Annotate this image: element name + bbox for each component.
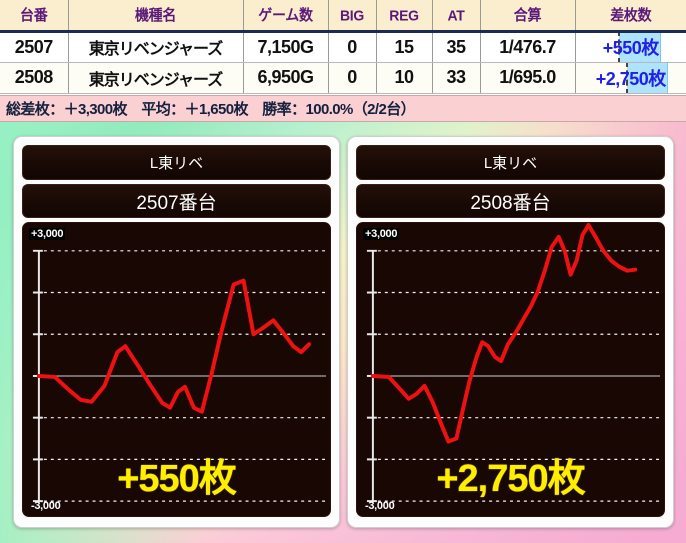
cell-gosan: 1/695.0 [479,62,576,94]
axis-label-bottom: -3,000 [365,500,395,512]
sa-value-group: +2,750枚 [595,62,668,92]
cell-big: 0 [327,62,377,94]
graph-plot-area: +3,000 -3,000 [356,222,665,517]
graph-machine-number-label: 2507番台 [136,192,217,214]
col-header-dai: 台番 [0,0,69,33]
graph-machine-number-label: 2508番台 [470,192,551,214]
col-header-kishu-label: 機種名 [134,6,177,24]
table-row[interactable]: 2507 東京リベンジャーズ 7,150G 0 15 35 1/476.7 +5… [0,31,686,63]
axis-label-top: +3,000 [29,228,66,240]
graph-svg-2507 [32,249,327,503]
cell-dai: 2508 [0,62,69,94]
graph-total-value: +550枚 [117,458,237,500]
sa-value-text: +2,750枚 [595,68,667,89]
col-header-at: AT [431,0,481,33]
cell-sa: +550枚 [574,31,686,63]
col-header-big-label: BIG [340,6,364,24]
machine-data-table: 台番 機種名 ゲーム数 BIG REG AT 合算 差枚数 2507 東京リベン… [0,0,686,94]
cell-at: 35 [431,31,481,63]
cell-gosan: 1/476.7 [479,31,576,63]
graph-card-2508[interactable]: L東リベ 2508番台 +3,000 -3,000 [347,136,674,528]
cell-dai: 2507 [0,31,69,63]
graph-machine-title: L東リベ [356,145,665,180]
axis-label-top: +3,000 [363,228,400,240]
selection-highlight [617,31,661,61]
sa-value-text: +550枚 [602,38,660,58]
sa-value-group: +550枚 [602,31,661,61]
col-header-sa-label: 差枚数 [610,6,652,24]
col-header-kishu: 機種名 [67,0,244,33]
graph-machine-title-label: L東リベ [149,155,204,172]
machine-data-table-wrap: 台番 機種名 ゲーム数 BIG REG AT 合算 差枚数 2507 東京リベン… [0,0,686,122]
col-header-big: BIG [327,0,377,33]
cell-games: 7,150G [242,31,329,63]
col-header-reg-label: REG [389,6,419,24]
cell-reg: 10 [375,62,433,94]
summary-bar: 総差枚：＋3,300枚 平均：＋1,650枚 勝率：100.0%（2/2台） [0,95,686,122]
graph-machine-title: L東リベ [22,145,331,180]
col-header-dai-label: 台番 [20,6,48,24]
data-line-2507 [36,278,312,414]
y-axis-ticks [32,249,43,503]
graph-machine-number: 2508番台 [356,184,665,218]
graph-total-value: +2,750枚 [436,458,585,500]
col-header-games-label: ゲーム数 [258,6,313,24]
col-header-at-label: AT [447,6,465,24]
graph-machine-title-label: L東リベ [483,155,538,172]
cell-big: 0 [327,31,377,63]
cell-reg: 15 [375,31,433,63]
cell-at: 33 [431,62,481,94]
axis-label-bottom: -3,000 [31,500,61,512]
cell-kishu: 東京リベンジャーズ [67,31,244,63]
col-header-gosan-label: 合算 [513,6,542,24]
table-header-row: 台番 機種名 ゲーム数 BIG REG AT 合算 差枚数 [0,0,686,33]
col-header-games: ゲーム数 [242,0,329,33]
cell-sa: +2,750枚 [574,62,686,94]
graph-svg-2508 [366,223,661,503]
data-line-2508 [370,223,638,444]
table-row[interactable]: 2508 東京リベンジャーズ 6,950G 0 10 33 1/695.0 +2… [0,62,686,94]
cell-kishu: 東京リベンジャーズ [67,62,244,94]
cell-games: 6,950G [242,62,329,94]
selection-highlight [625,62,668,92]
summary-text: 総差枚：＋3,300枚 平均：＋1,650枚 勝率：100.0%（2/2台） [6,101,416,118]
col-header-reg: REG [375,0,433,33]
col-header-sa: 差枚数 [574,0,686,33]
graph-card-2507[interactable]: L東リベ 2507番台 +3,000 -3,000 [13,136,340,528]
graph-machine-number: 2507番台 [22,184,331,218]
graph-plot-area: +3,000 -3,000 [22,222,331,517]
col-header-gosan: 合算 [479,0,576,33]
